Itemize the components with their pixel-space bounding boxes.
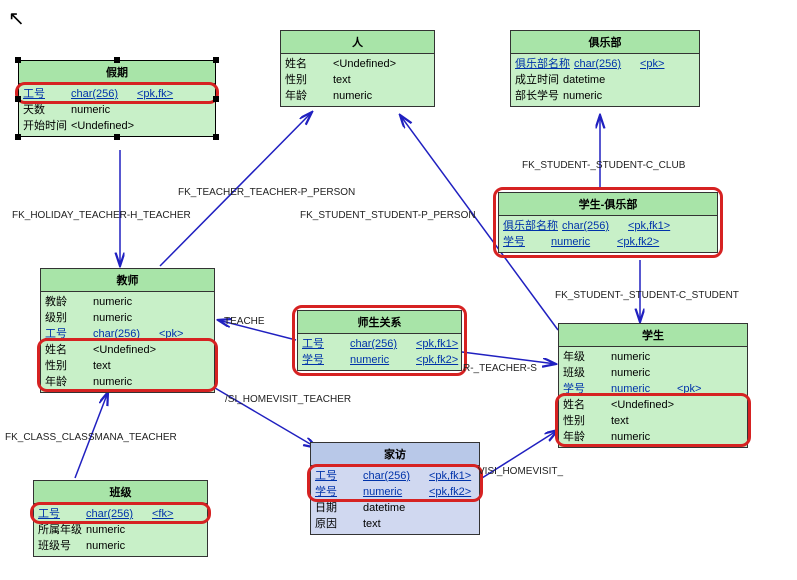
attr-row: 原因text: [315, 516, 475, 532]
entity-person[interactable]: 人姓名<Undefined>性别text年龄numeric: [280, 30, 435, 107]
selection-handle[interactable]: [213, 96, 219, 102]
attr-row: 日期datetime: [315, 500, 475, 516]
fk-label: R-_TEACHER-S: [463, 363, 537, 374]
mouse-cursor: ↖: [8, 6, 25, 31]
selection-handle[interactable]: [114, 134, 120, 140]
attr-row: 开始时间<Undefined>: [23, 118, 211, 134]
attr-row: 姓名<Undefined>: [45, 342, 210, 358]
entity-holiday[interactable]: 假期工号char(256)<pk,fk>天数numeric开始时间<Undefi…: [18, 60, 216, 137]
attr-row: 姓名<Undefined>: [563, 397, 743, 413]
entity-title: 班级: [34, 481, 207, 504]
selection-handle[interactable]: [213, 134, 219, 140]
attr-row: 级别numeric: [45, 310, 210, 326]
entity-body: 教龄numeric级别numeric工号char(256)<pk>姓名<Unde…: [41, 292, 214, 392]
attr-row: 性别text: [45, 358, 210, 374]
attr-row: 性别text: [285, 72, 430, 88]
entity-body: 俱乐部名称char(256)<pk>成立时间datetime部长学号numeri…: [511, 54, 699, 106]
entity-teacher[interactable]: 教师教龄numeric级别numeric工号char(256)<pk>姓名<Un…: [40, 268, 215, 393]
attr-row: 工号char(256)<pk,fk1>: [302, 336, 457, 352]
entity-title: 俱乐部: [511, 31, 699, 54]
selection-handle[interactable]: [213, 57, 219, 63]
selection-handle[interactable]: [15, 134, 21, 140]
fk-label: FK_STUDENT_STUDENT-P_PERSON: [300, 210, 476, 221]
entity-body: 工号char(256)<pk,fk>天数numeric开始时间<Undefine…: [19, 84, 215, 136]
entity-class[interactable]: 班级工号char(256)<fk>所属年级numeric班级号numeric: [33, 480, 208, 557]
attr-row: 俱乐部名称char(256)<pk>: [515, 56, 695, 72]
entity-title: 人: [281, 31, 434, 54]
attr-row: 所属年级numeric: [38, 522, 203, 538]
entity-body: 姓名<Undefined>性别text年龄numeric: [281, 54, 434, 106]
attr-row: 年龄numeric: [563, 429, 743, 445]
attr-row: 工号char(256)<fk>: [38, 506, 203, 522]
attr-row: 学号numeric<pk,fk2>: [315, 484, 475, 500]
attr-row: 学号numeric<pk,fk2>: [503, 234, 713, 250]
fk-label: FK_TEACHER_TEACHER-P_PERSON: [178, 187, 355, 198]
attr-row: 学号numeric<pk,fk2>: [302, 352, 457, 368]
selection-handle[interactable]: [15, 57, 21, 63]
entity-student_club[interactable]: 学生-俱乐部俱乐部名称char(256)<pk,fk1>学号numeric<pk…: [498, 192, 718, 253]
attr-row: 学号numeric<pk>: [563, 381, 743, 397]
attr-row: 部长学号numeric: [515, 88, 695, 104]
fk-label: FK_STUDENT-_STUDENT-C_STUDENT: [555, 290, 739, 301]
attr-row: 姓名<Undefined>: [285, 56, 430, 72]
attr-row: 班级号numeric: [38, 538, 203, 554]
attr-row: 年龄numeric: [45, 374, 210, 390]
entity-club[interactable]: 俱乐部俱乐部名称char(256)<pk>成立时间datetime部长学号num…: [510, 30, 700, 107]
attr-row: 成立时间datetime: [515, 72, 695, 88]
entity-ts_rel[interactable]: 师生关系工号char(256)<pk,fk1>学号numeric<pk,fk2>: [297, 310, 462, 371]
fk-label: FK_CLASS_CLASSMANA_TEACHER: [5, 432, 177, 443]
attr-row: 班级numeric: [563, 365, 743, 381]
entity-visit[interactable]: 家访工号char(256)<pk,fk1>学号numeric<pk,fk2>日期…: [310, 442, 480, 535]
fk-label: VISI_HOMEVISIT_: [478, 466, 563, 477]
attr-row: 年龄numeric: [285, 88, 430, 104]
attr-row: 俱乐部名称char(256)<pk,fk1>: [503, 218, 713, 234]
attr-row: 年级numeric: [563, 349, 743, 365]
attr-row: 教龄numeric: [45, 294, 210, 310]
attr-row: 工号char(256)<pk>: [45, 326, 210, 342]
entity-student[interactable]: 学生年级numeric班级numeric学号numeric<pk>姓名<Unde…: [558, 323, 748, 448]
entity-body: 工号char(256)<pk,fk1>学号numeric<pk,fk2>: [298, 334, 461, 370]
fk-label: FK_STUDENT-_STUDENT-C_CLUB: [522, 160, 685, 171]
entity-title: 师生关系: [298, 311, 461, 334]
entity-title: 学生-俱乐部: [499, 193, 717, 216]
selection-handle[interactable]: [114, 57, 120, 63]
fk-label: /SI_HOMEVISIT_TEACHER: [225, 394, 351, 405]
entity-body: 工号char(256)<pk,fk1>学号numeric<pk,fk2>日期da…: [311, 466, 479, 534]
entity-title: 家访: [311, 443, 479, 466]
entity-title: 学生: [559, 324, 747, 347]
entity-body: 年级numeric班级numeric学号numeric<pk>姓名<Undefi…: [559, 347, 747, 447]
attr-row: 工号char(256)<pk,fk1>: [315, 468, 475, 484]
entity-title: 教师: [41, 269, 214, 292]
fk-label: FK_HOLIDAY_TEACHER-H_TEACHER: [12, 210, 191, 221]
attr-row: 天数numeric: [23, 102, 211, 118]
attr-row: 工号char(256)<pk,fk>: [23, 86, 211, 102]
entity-title: 假期: [19, 61, 215, 84]
fk-label: TEACHE: [224, 316, 265, 327]
entity-body: 工号char(256)<fk>所属年级numeric班级号numeric: [34, 504, 207, 556]
entity-body: 俱乐部名称char(256)<pk,fk1>学号numeric<pk,fk2>: [499, 216, 717, 252]
selection-handle[interactable]: [15, 96, 21, 102]
attr-row: 性别text: [563, 413, 743, 429]
